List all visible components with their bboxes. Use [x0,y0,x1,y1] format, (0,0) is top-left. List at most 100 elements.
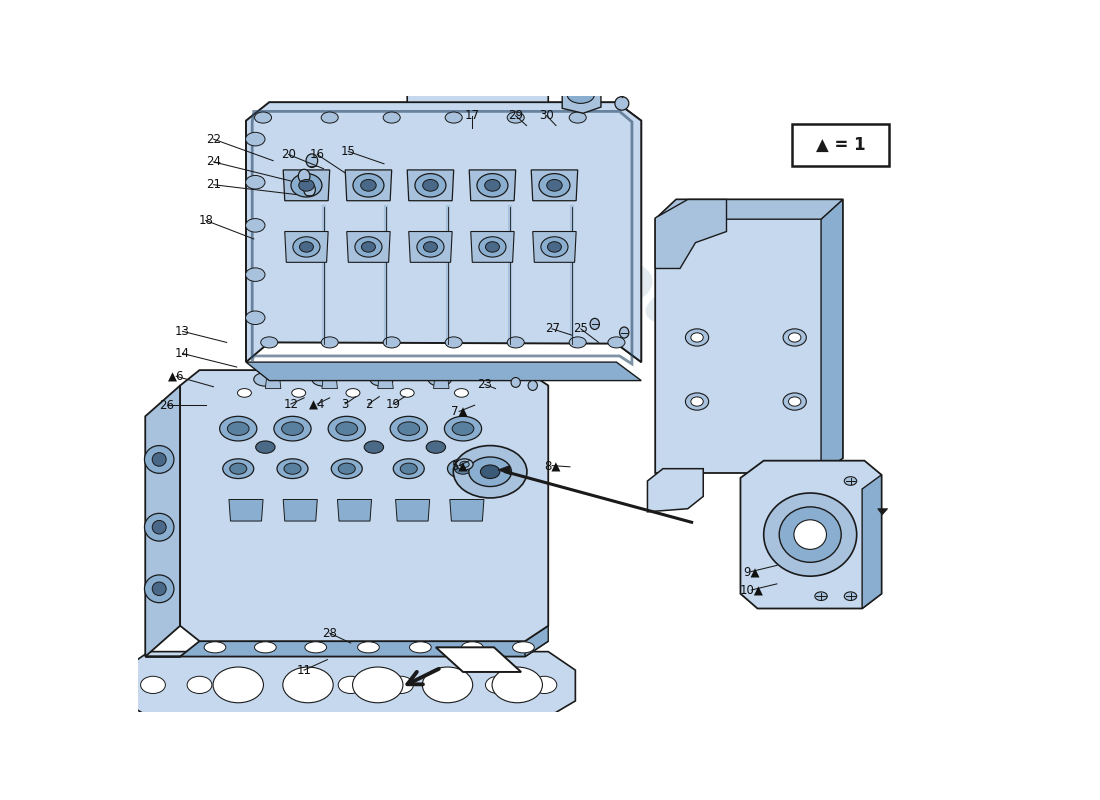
Ellipse shape [299,242,314,252]
FancyBboxPatch shape [792,124,889,166]
Polygon shape [648,469,703,512]
Ellipse shape [312,373,336,386]
Text: 24: 24 [206,155,221,169]
Ellipse shape [261,337,278,348]
Ellipse shape [290,174,322,197]
Ellipse shape [478,237,506,257]
Text: 13: 13 [175,325,190,338]
Polygon shape [145,641,548,657]
Polygon shape [562,78,601,114]
Text: 17: 17 [465,110,480,122]
Text: 25: 25 [573,322,588,335]
Ellipse shape [422,179,438,191]
Polygon shape [740,461,881,609]
Ellipse shape [213,667,263,702]
Text: oures: oures [588,240,818,420]
Ellipse shape [398,422,419,435]
Ellipse shape [400,389,415,398]
Text: 7▲: 7▲ [451,405,468,418]
Text: 12: 12 [284,398,298,410]
Ellipse shape [255,441,275,454]
Polygon shape [246,102,641,362]
Ellipse shape [205,642,225,653]
Text: 19: 19 [386,398,400,410]
Ellipse shape [608,337,625,348]
Ellipse shape [485,676,510,694]
Polygon shape [285,231,328,262]
Ellipse shape [789,333,801,342]
Text: 11: 11 [297,664,311,677]
Ellipse shape [507,337,525,348]
Ellipse shape [305,642,327,653]
Ellipse shape [615,79,629,88]
Ellipse shape [485,242,499,252]
Ellipse shape [454,463,472,474]
Polygon shape [407,170,453,201]
Ellipse shape [541,237,568,257]
Polygon shape [180,370,548,641]
Text: 10▲: 10▲ [739,583,763,597]
Text: 22: 22 [206,133,221,146]
Ellipse shape [353,667,403,702]
Polygon shape [498,466,512,475]
Polygon shape [656,199,843,473]
Polygon shape [450,499,484,521]
Polygon shape [433,374,449,389]
Ellipse shape [331,459,362,478]
Ellipse shape [394,459,425,478]
Ellipse shape [238,676,262,694]
Ellipse shape [274,416,311,441]
Ellipse shape [453,446,527,498]
Ellipse shape [353,174,384,197]
Polygon shape [428,28,524,52]
Text: 21: 21 [206,178,221,191]
Text: 29: 29 [508,110,524,122]
Ellipse shape [254,373,277,386]
Text: 3: 3 [341,398,349,410]
Ellipse shape [254,112,272,123]
Polygon shape [470,170,516,201]
Ellipse shape [460,462,470,467]
Ellipse shape [469,457,512,486]
Polygon shape [338,499,372,521]
Ellipse shape [328,416,365,441]
Ellipse shape [245,175,265,189]
Ellipse shape [400,463,417,474]
Ellipse shape [426,441,446,454]
Ellipse shape [507,112,525,123]
Ellipse shape [293,237,320,257]
Polygon shape [656,199,843,219]
Text: 14: 14 [175,347,190,360]
Ellipse shape [763,493,857,576]
Ellipse shape [370,373,394,386]
Ellipse shape [245,218,265,232]
Ellipse shape [590,318,600,330]
Ellipse shape [383,112,400,123]
Ellipse shape [245,132,265,146]
Polygon shape [229,499,263,521]
Ellipse shape [306,154,318,167]
Ellipse shape [448,459,478,478]
Ellipse shape [288,676,312,694]
Ellipse shape [685,393,708,410]
Ellipse shape [245,311,265,325]
Text: 16: 16 [310,148,324,161]
Text: 9▲: 9▲ [744,565,760,578]
Ellipse shape [421,42,534,78]
Ellipse shape [390,416,427,441]
Text: ▲ = 1: ▲ = 1 [816,136,866,154]
Ellipse shape [388,676,414,694]
Ellipse shape [144,575,174,602]
Ellipse shape [452,422,474,435]
Ellipse shape [284,463,301,474]
Ellipse shape [779,507,842,562]
Polygon shape [122,652,575,717]
Ellipse shape [187,676,212,694]
Polygon shape [471,231,514,262]
Text: 15: 15 [341,145,355,158]
Ellipse shape [222,459,254,478]
Ellipse shape [292,389,306,398]
Ellipse shape [304,183,316,197]
Ellipse shape [528,381,538,390]
Polygon shape [656,199,726,269]
